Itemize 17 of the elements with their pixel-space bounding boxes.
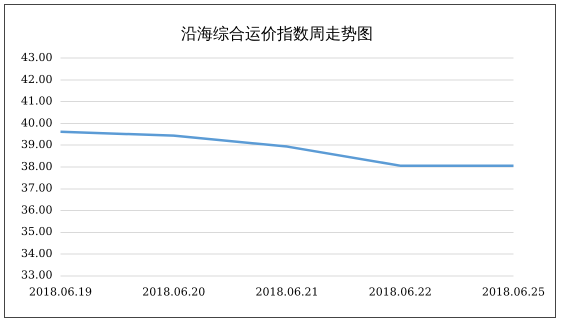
y-tick-label: 33.00 <box>20 268 52 282</box>
y-tick-label: 37.00 <box>20 182 52 195</box>
x-tick-label: 2018.06.19 <box>29 285 92 298</box>
y-tick-label: 36.00 <box>20 203 52 216</box>
y-tick-label: 34.00 <box>20 246 52 260</box>
y-tick-label: 35.00 <box>20 225 52 238</box>
y-tick-label: 38.00 <box>20 160 52 173</box>
y-tick-label: 41.00 <box>20 94 52 108</box>
x-tick-label: 2018.06.20 <box>142 285 206 298</box>
y-tick-label: 40.00 <box>20 116 52 130</box>
y-tick-label: 43.00 <box>20 51 52 64</box>
x-tick-label: 2018.06.22 <box>368 285 432 298</box>
y-tick-label: 42.00 <box>20 72 52 86</box>
x-tick-label: 2018.06.25 <box>482 285 545 298</box>
chart-title: 沿海综合运价指数周走势图 <box>181 24 373 43</box>
x-tick-label: 2018.06.21 <box>256 285 318 298</box>
y-tick-label: 39.00 <box>20 138 52 152</box>
